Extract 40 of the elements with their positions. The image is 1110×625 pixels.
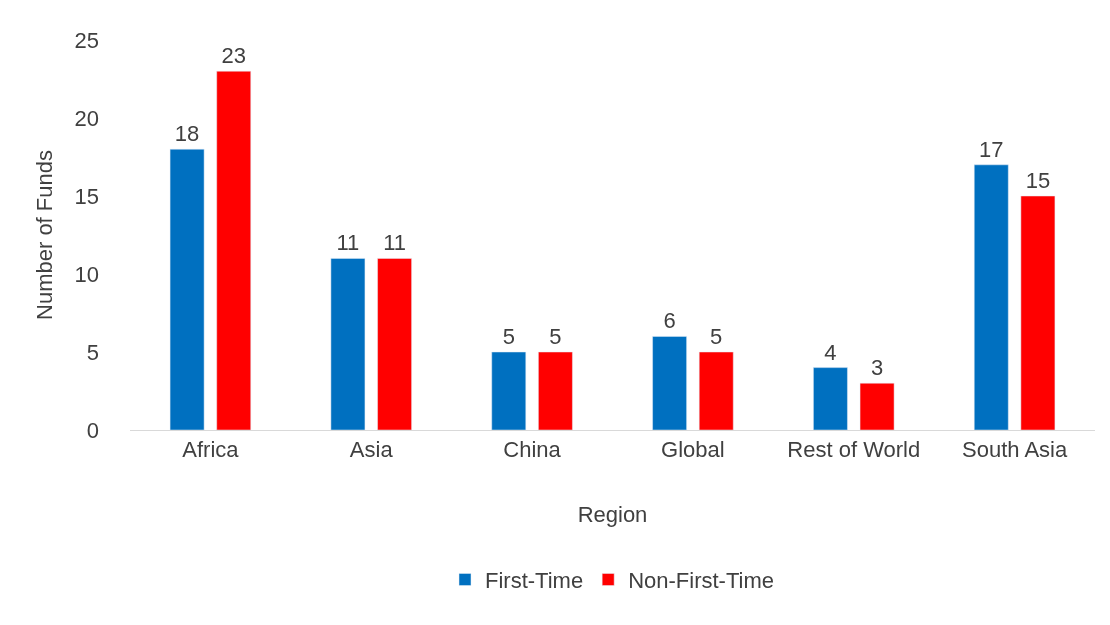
x-tick-label: Asia xyxy=(349,437,394,463)
bar xyxy=(859,382,895,430)
x-tick-label: South Asia xyxy=(961,437,1068,463)
bar xyxy=(491,351,527,430)
x-tick-label: China xyxy=(503,437,562,463)
data-label: 5 xyxy=(710,324,723,349)
data-label: 15 xyxy=(1025,168,1051,193)
legend-label: First-Time xyxy=(485,568,584,594)
data-label: 17 xyxy=(979,136,1004,162)
x-tick-label: Global xyxy=(661,437,725,463)
bar xyxy=(377,258,412,430)
data-label: 23 xyxy=(221,43,246,69)
y-tick-label: 5 xyxy=(86,339,99,365)
x-axis-title: Region xyxy=(577,502,648,528)
data-label: 3 xyxy=(870,355,884,381)
y-axis-title: Number of Funds xyxy=(32,150,58,320)
data-label: 11 xyxy=(383,230,406,256)
bar xyxy=(216,70,252,430)
bar xyxy=(538,351,573,430)
data-label: 6 xyxy=(663,308,676,334)
x-tick-label: Rest of World xyxy=(787,437,921,463)
data-label: 11 xyxy=(336,230,360,256)
data-label: 18 xyxy=(174,121,200,147)
bar xyxy=(973,164,1009,430)
y-tick-label: 25 xyxy=(74,27,99,53)
y-tick-label: 10 xyxy=(74,261,99,287)
data-label: 5 xyxy=(502,324,515,349)
bar xyxy=(330,258,366,430)
x-tick-label: Africa xyxy=(182,437,240,463)
bar xyxy=(1020,195,1056,430)
legend-label: Non-First-Time xyxy=(628,568,775,594)
bar xyxy=(169,148,205,430)
bar xyxy=(652,336,687,430)
data-label: 4 xyxy=(824,339,837,365)
y-tick-label: 0 xyxy=(86,417,99,443)
y-tick-label: 20 xyxy=(74,105,99,131)
bar xyxy=(813,367,848,430)
y-tick-label: 15 xyxy=(74,183,99,209)
data-label: 5 xyxy=(549,324,562,349)
bar xyxy=(698,351,734,430)
